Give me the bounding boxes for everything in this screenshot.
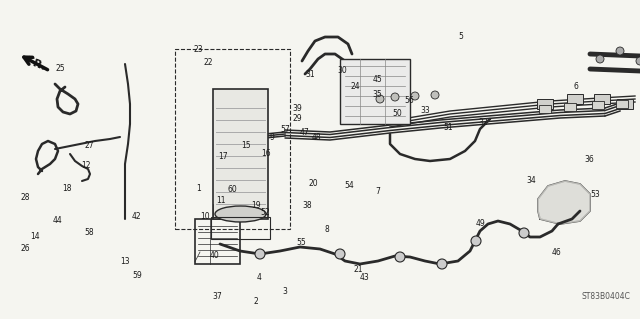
- Text: 42: 42: [131, 212, 141, 221]
- Bar: [195, 219, 240, 264]
- Text: 48: 48: [312, 133, 322, 142]
- Text: 39: 39: [292, 104, 303, 113]
- Text: 47: 47: [299, 128, 309, 137]
- Circle shape: [519, 228, 529, 238]
- Text: 43: 43: [360, 273, 370, 282]
- Circle shape: [596, 55, 604, 63]
- Bar: [592, 101, 604, 109]
- Circle shape: [335, 249, 345, 259]
- Text: 13: 13: [120, 257, 130, 266]
- Text: 18: 18: [63, 184, 72, 193]
- Text: 49: 49: [475, 219, 485, 228]
- Text: 33: 33: [420, 106, 431, 115]
- Text: 46: 46: [552, 248, 562, 256]
- Text: ST83B0404C: ST83B0404C: [581, 292, 630, 301]
- Text: 53: 53: [590, 190, 600, 199]
- Text: 22: 22: [204, 58, 212, 67]
- Circle shape: [616, 47, 624, 55]
- Text: 2: 2: [253, 297, 259, 306]
- Bar: [211, 217, 270, 239]
- Bar: [537, 99, 553, 109]
- Text: 52: 52: [260, 208, 271, 217]
- Circle shape: [437, 259, 447, 269]
- Bar: [617, 99, 633, 109]
- Text: 54: 54: [344, 181, 354, 189]
- Text: 25: 25: [56, 64, 66, 73]
- Text: 59: 59: [132, 271, 143, 280]
- Bar: [564, 103, 576, 111]
- Text: 9: 9: [269, 133, 275, 142]
- Text: 34: 34: [526, 176, 536, 185]
- Text: 36: 36: [584, 155, 594, 164]
- Circle shape: [376, 95, 384, 103]
- Bar: [567, 94, 583, 104]
- Circle shape: [395, 252, 405, 262]
- Text: 28: 28: [21, 193, 30, 202]
- Text: 15: 15: [241, 141, 252, 150]
- Bar: [539, 105, 551, 113]
- Polygon shape: [538, 181, 590, 224]
- Text: 10: 10: [200, 212, 210, 221]
- Text: 35: 35: [372, 90, 383, 99]
- Ellipse shape: [215, 206, 266, 222]
- Text: 32: 32: [478, 118, 488, 127]
- Text: 29: 29: [292, 114, 303, 122]
- Text: 60: 60: [227, 185, 237, 194]
- Text: 7: 7: [375, 187, 380, 196]
- Text: 14: 14: [30, 232, 40, 241]
- Text: 37: 37: [212, 292, 223, 301]
- Text: 3: 3: [282, 287, 287, 296]
- Text: 40: 40: [209, 251, 220, 260]
- Text: 56: 56: [404, 96, 415, 105]
- Bar: [594, 94, 610, 104]
- Text: 11: 11: [216, 197, 225, 205]
- Circle shape: [391, 93, 399, 101]
- Text: 20: 20: [308, 179, 319, 188]
- Bar: [616, 100, 628, 108]
- Text: 16: 16: [260, 149, 271, 158]
- Text: 24: 24: [350, 82, 360, 91]
- Text: 57: 57: [280, 125, 290, 134]
- Text: 27: 27: [84, 141, 95, 150]
- Text: 50: 50: [392, 109, 402, 118]
- Bar: [175, 49, 290, 229]
- Text: 21: 21: [354, 265, 363, 274]
- Circle shape: [411, 92, 419, 100]
- Text: 5: 5: [458, 32, 463, 41]
- Bar: [213, 89, 268, 219]
- Circle shape: [471, 236, 481, 246]
- Text: 8: 8: [324, 225, 329, 234]
- Text: 23: 23: [193, 45, 204, 54]
- Text: 55: 55: [296, 238, 306, 247]
- Text: 31: 31: [305, 70, 316, 79]
- Bar: [340, 59, 410, 124]
- Text: 30: 30: [337, 66, 348, 75]
- Text: FR.: FR.: [24, 56, 47, 72]
- Text: 4: 4: [257, 273, 262, 282]
- Text: 44: 44: [52, 216, 63, 225]
- Text: 19: 19: [251, 201, 261, 210]
- Circle shape: [431, 91, 439, 99]
- Text: 17: 17: [218, 152, 228, 161]
- Text: 38: 38: [302, 201, 312, 210]
- Circle shape: [636, 57, 640, 65]
- Text: 12: 12: [82, 161, 91, 170]
- Text: 51: 51: [443, 123, 453, 132]
- Text: 58: 58: [84, 228, 95, 237]
- Text: 6: 6: [573, 82, 579, 91]
- Text: 26: 26: [20, 244, 31, 253]
- Text: 45: 45: [372, 75, 383, 84]
- Text: 1: 1: [196, 184, 201, 193]
- Circle shape: [255, 249, 265, 259]
